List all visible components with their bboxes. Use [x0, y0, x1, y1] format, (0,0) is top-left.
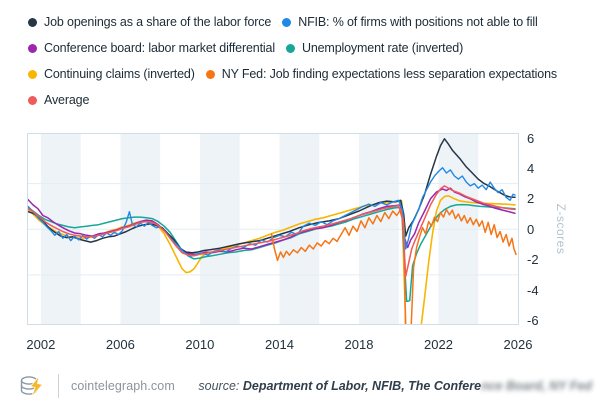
legend-label: Average — [44, 93, 90, 107]
legend-label: NFIB: % of firms with positions not able… — [298, 15, 538, 29]
legend-dot-nfib — [282, 18, 292, 27]
x-tick-label: 2010 — [185, 337, 215, 352]
legend-row-3: Continuing claims (inverted) NY Fed: Job… — [28, 66, 588, 83]
legend-dot-continuing-claims — [28, 70, 37, 79]
y-tick-label: 6 — [527, 130, 535, 146]
x-tick-label: 2014 — [265, 337, 294, 352]
footer: cointelegraph.com source: Department of … — [0, 366, 600, 406]
source-text: Department of Labor, NFIB, The Confere — [239, 379, 482, 393]
legend-label: Job openings as a share of the labor for… — [44, 15, 272, 29]
series-line — [270, 208, 517, 325]
legend-item-continuing-claims: Continuing claims (inverted) — [28, 66, 195, 83]
series-line — [27, 185, 516, 278]
legend-dot-average — [28, 96, 37, 105]
legend-row-2: Conference board: labor market different… — [28, 40, 588, 57]
x-tick-label: 2006 — [105, 337, 135, 352]
y-axis-title: Z-scores — [554, 203, 568, 255]
y-tick-label: 4 — [527, 160, 535, 176]
brand: cointelegraph.com — [18, 372, 175, 400]
legend-item-nfib: NFIB: % of firms with positions not able… — [282, 14, 538, 31]
legend-label: Continuing claims (inverted) — [44, 67, 195, 81]
source-label: source: — [198, 379, 240, 393]
y-tick-label: -6 — [527, 312, 539, 328]
source-credit: source: Department of Labor, NFIB, The C… — [198, 379, 592, 393]
legend-item-average: Average — [28, 92, 89, 109]
series-line — [27, 138, 516, 254]
brand-divider — [58, 374, 59, 398]
legend-label: NY Fed: Job finding expectations less se… — [221, 67, 558, 81]
x-tick-label: 2022 — [424, 337, 453, 352]
y-tick-label: -4 — [527, 282, 539, 298]
y-tick-label: 2 — [527, 191, 535, 207]
legend-item-unemployment: Unemployment rate (inverted) — [285, 40, 464, 57]
plot-border — [27, 133, 519, 325]
legend-dot-job-openings — [28, 18, 37, 27]
legend-item-job-openings: Job openings as a share of the labor for… — [28, 14, 271, 31]
y-tick-label: 0 — [527, 221, 535, 237]
y-tick-label: -2 — [527, 252, 539, 268]
plot-canvas — [27, 133, 519, 325]
legend-dot-ny-fed — [205, 70, 215, 79]
legend-item-conference-board: Conference board: labor market different… — [28, 40, 275, 57]
legend: Job openings as a share of the labor for… — [28, 14, 588, 109]
legend-dot-unemployment — [285, 44, 295, 53]
legend-item-ny-fed: NY Fed: Job finding expectations less se… — [205, 66, 558, 83]
legend-label: Unemployment rate (inverted) — [301, 41, 464, 55]
series-line — [27, 187, 516, 256]
legend-label: Conference board: labor market different… — [44, 41, 275, 55]
source-text-obscured: nce Board, NY Fed — [481, 379, 592, 393]
x-tick-label: 2026 — [503, 337, 533, 352]
x-tick-label: 2018 — [344, 337, 374, 352]
chart-area: 6 4 2 0 -2 -4 -6 2002 2006 2010 2014 2018 2022 2026 … — [0, 130, 600, 363]
legend-dot-conference-board — [28, 44, 37, 53]
brand-site: cointelegraph.com — [71, 379, 175, 393]
cointelegraph-logo-icon — [20, 375, 44, 398]
x-tick-label: 2002 — [26, 337, 56, 352]
legend-row-1: Job openings as a share of the labor for… — [28, 14, 588, 31]
legend-row-4: Average — [28, 92, 588, 109]
